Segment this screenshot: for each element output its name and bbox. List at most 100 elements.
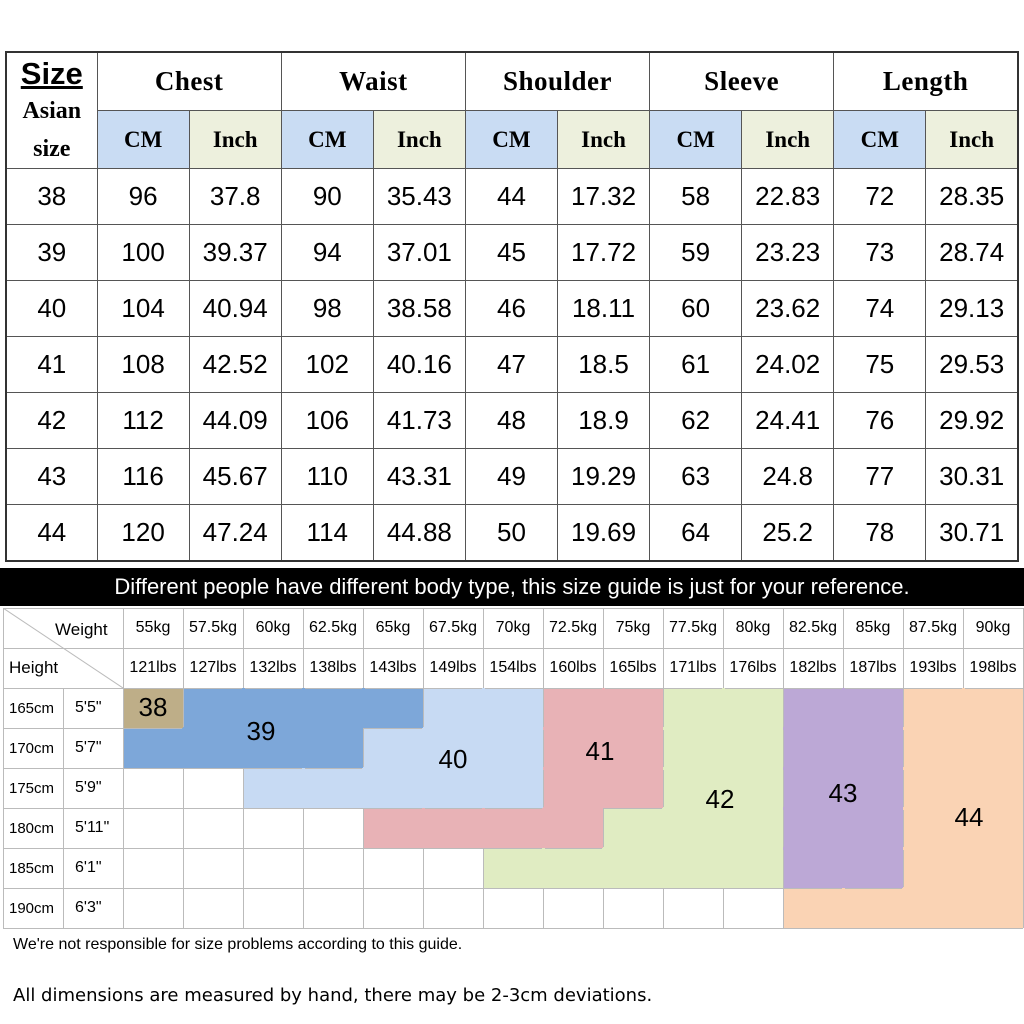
weight-lbs-header: 182lbs	[789, 659, 837, 676]
measurement-value: 29.13	[925, 280, 1019, 338]
zone-fill	[242, 688, 245, 728]
zone-fill	[663, 807, 723, 810]
zone-fill	[722, 728, 725, 768]
measurement-value: 30.31	[925, 448, 1019, 506]
zone-fill	[842, 727, 845, 730]
zone-fill	[662, 808, 665, 848]
zone-fill	[602, 728, 605, 768]
measurement-value: 29.53	[925, 336, 1019, 394]
measurement-value: 18.5	[556, 336, 651, 394]
measurement-value: 18.9	[556, 392, 651, 450]
grid-line	[243, 608, 244, 928]
weight-lbs-header: 165lbs	[609, 659, 657, 676]
zone-fill	[663, 727, 723, 730]
zone-fill	[422, 808, 425, 848]
size-zone-cell	[903, 848, 963, 888]
size-zone-cell	[603, 808, 663, 848]
grid-line	[183, 608, 184, 928]
weight-kg-header: 55kg	[135, 619, 171, 636]
size-zone-cell	[303, 688, 363, 728]
measurement-value: 35.43	[372, 168, 466, 226]
grid-line	[3, 608, 1023, 609]
weight-lbs-header: 149lbs	[429, 659, 477, 676]
size-zone-cell	[363, 808, 423, 848]
zone-fill	[962, 808, 965, 848]
zone-fill	[483, 767, 543, 770]
size-zone-label: 44	[954, 802, 984, 832]
size-zone-cell	[663, 688, 723, 728]
weight-lbs-header: 198lbs	[969, 659, 1017, 676]
measurement-value: 47.24	[188, 504, 282, 562]
measurement-value: 37.8	[188, 168, 282, 226]
size-zone-cell	[903, 888, 963, 928]
zone-fill	[542, 848, 545, 888]
measurement-value: 17.32	[556, 168, 651, 226]
zone-fill	[783, 727, 843, 730]
measurement-value: 62	[649, 392, 743, 450]
zone-fill	[962, 728, 965, 768]
zone-fill	[962, 768, 965, 808]
height-cm-label: 170cm	[9, 740, 55, 757]
size-zone-cell	[783, 768, 843, 808]
height-cm-label: 185cm	[9, 860, 55, 877]
measurement-value: 40.94	[188, 280, 282, 338]
size-zone-cell	[723, 768, 783, 808]
size-zone-cell	[303, 768, 363, 808]
measurement-value: 44.09	[188, 392, 282, 450]
zone-fill	[962, 887, 965, 890]
zone-fill	[962, 727, 965, 730]
zone-fill	[723, 847, 783, 850]
responsibility-note: We're not responsible for size problems …	[13, 936, 463, 953]
zone-fill	[602, 767, 605, 770]
zone-fill	[842, 808, 845, 848]
weight-lbs-header: 127lbs	[189, 659, 237, 676]
size-zone-cell	[783, 808, 843, 848]
weight-kg-header: 70kg	[495, 619, 531, 636]
measurement-value: 94	[280, 224, 374, 282]
zone-fill	[842, 888, 845, 928]
size-zone-cell	[963, 808, 1023, 848]
size-zone-cell	[123, 728, 183, 768]
zone-fill	[842, 847, 845, 850]
size-zone-cell	[243, 768, 303, 808]
corner-diagonal	[3, 608, 123, 688]
zone-fill	[482, 688, 485, 728]
size-zone-cell	[663, 768, 723, 808]
size-zone-cell	[363, 688, 423, 728]
measurement-value: 41.73	[372, 392, 466, 450]
unit-cm-header: CM	[649, 109, 743, 170]
zone-fill	[423, 727, 483, 730]
height-ft-label: 6'1"	[75, 859, 102, 876]
zone-fill	[602, 848, 605, 888]
measurement-value: 29.92	[925, 392, 1019, 450]
measurement-value: 42.52	[188, 336, 282, 394]
weight-kg-header: 87.5kg	[908, 619, 958, 636]
size-zone-cell	[603, 848, 663, 888]
height-cm-label: 175cm	[9, 780, 55, 797]
measurement-value: 45	[464, 224, 558, 282]
header-length: Length	[833, 51, 1019, 111]
table-row: 42 112 44.09 106 41.73 48 18.9 62 24.41 76 29.92	[5, 392, 1019, 450]
header-sleeve: Sleeve	[649, 51, 835, 111]
zone-fill	[482, 728, 485, 768]
size-zone-cell	[723, 728, 783, 768]
asian-label: Asian	[22, 98, 82, 125]
zone-fill	[543, 727, 603, 730]
zone-fill	[783, 847, 843, 850]
zone-fill	[422, 767, 425, 770]
zone-fill	[302, 727, 305, 730]
zone-fill	[903, 727, 963, 730]
zone-fill	[723, 727, 783, 730]
size-zone-cell	[843, 768, 903, 808]
measurement-value: 49	[464, 448, 558, 506]
zone-fill	[542, 808, 545, 848]
table-row: 43 116 45.67 110 43.31 49 19.29 63 24.8 77 30.31	[5, 448, 1019, 506]
size-zone-cell	[423, 808, 483, 848]
grid-line	[3, 808, 1023, 809]
zone-fill	[962, 688, 965, 728]
weight-lbs-header: 160lbs	[549, 659, 597, 676]
zone-fill	[603, 767, 663, 770]
measurement-value: 23.23	[741, 224, 835, 282]
grid-line	[3, 848, 1023, 849]
measurement-value: 24.41	[741, 392, 835, 450]
